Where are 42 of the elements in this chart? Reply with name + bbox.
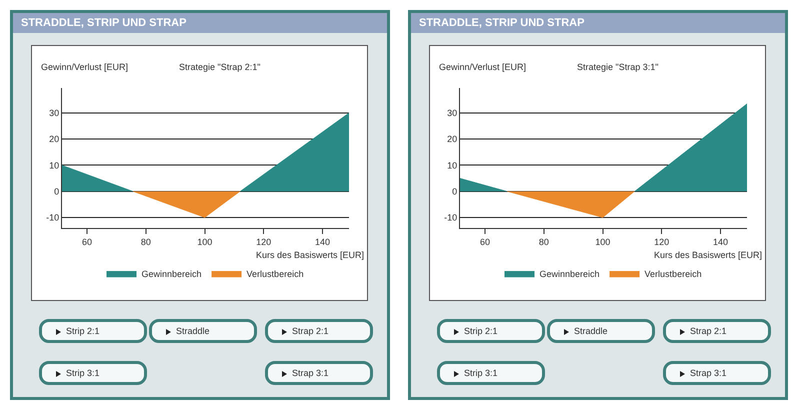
x-tick-label: 80 bbox=[538, 236, 549, 247]
x-tick-label: 80 bbox=[140, 236, 151, 247]
x-tick-label: 100 bbox=[197, 236, 212, 247]
text: Strap 2:1 bbox=[292, 326, 329, 336]
text: Strap 2:1 bbox=[690, 326, 727, 336]
y-axis-title: Gewinn/Verlust [EUR] bbox=[439, 62, 526, 72]
y-tick-label: 20 bbox=[49, 134, 60, 144]
chart-title: STRADDLE, STRIP UND STRAP bbox=[411, 13, 785, 33]
x-tick-label: 60 bbox=[480, 236, 490, 247]
legend-label: Gewinnbereich bbox=[142, 268, 202, 279]
chart-subtitle: Strategie "Strap 3:1" bbox=[577, 62, 658, 72]
x-axis-title: Kurs des Basiswerts [EUR] bbox=[654, 250, 762, 260]
text: Strip 2:1 bbox=[464, 326, 498, 336]
x-tick-label: 60 bbox=[82, 236, 92, 247]
text: Strip 2:1 bbox=[66, 326, 100, 336]
x-tick-label: 140 bbox=[712, 236, 728, 247]
text: Strip 3:1 bbox=[464, 368, 498, 378]
text: Strip 3:1 bbox=[66, 368, 100, 378]
y-tick-label: 30 bbox=[49, 108, 60, 118]
y-axis-title: Gewinn/Verlust [EUR] bbox=[41, 62, 128, 72]
text: Strap 3:1 bbox=[690, 368, 727, 378]
y-tick-label: -10 bbox=[444, 212, 458, 223]
y-tick-label: 0 bbox=[452, 186, 458, 197]
x-tick-label: 140 bbox=[314, 236, 330, 247]
y-tick-label: 0 bbox=[54, 186, 60, 197]
text: Straddle bbox=[176, 326, 210, 336]
legend-label: Verlustbereich bbox=[644, 268, 702, 279]
x-axis-title: Kurs des Basiswerts [EUR] bbox=[256, 250, 364, 260]
legend-label: Verlustbereich bbox=[246, 268, 304, 279]
x-tick-label: 120 bbox=[256, 236, 272, 247]
x-tick-label: 120 bbox=[654, 236, 670, 247]
text: Straddle bbox=[574, 326, 608, 336]
chart-title: STRADDLE, STRIP UND STRAP bbox=[13, 13, 387, 33]
x-tick-label: 100 bbox=[595, 236, 610, 247]
legend-label: Gewinnbereich bbox=[540, 268, 600, 279]
text: Strap 3:1 bbox=[292, 368, 329, 378]
chart-subtitle: Strategie "Strap 2:1" bbox=[179, 62, 260, 72]
y-tick-label: 10 bbox=[49, 160, 60, 170]
y-tick-label: 30 bbox=[447, 108, 458, 118]
y-tick-label: -10 bbox=[46, 212, 60, 223]
y-tick-label: 10 bbox=[447, 160, 458, 170]
y-tick-label: 20 bbox=[447, 134, 458, 144]
